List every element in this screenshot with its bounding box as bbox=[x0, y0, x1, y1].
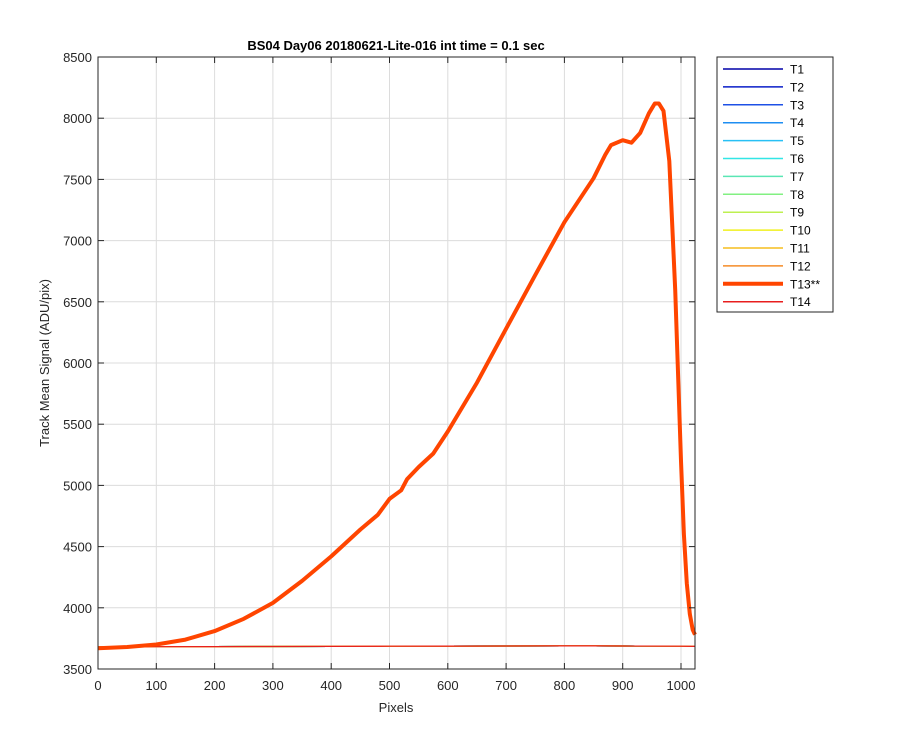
legend-label: T4 bbox=[790, 116, 804, 130]
legend-label: T1 bbox=[790, 63, 804, 77]
x-tick-label: 200 bbox=[204, 678, 226, 693]
axis-ticks: 0 100 200 300 400 500 600 700 800 900 1000 3500 4000… bbox=[63, 50, 695, 693]
legend: T1 T2 T3 T4 T5 T6 T7 T8 T9 T10 T11 T12 T13** T14 bbox=[716, 56, 834, 313]
legend-label: T5 bbox=[790, 134, 804, 148]
chart-title: BS04 Day06 20180621-Lite-016 int time = … bbox=[247, 38, 544, 53]
legend-label: T12 bbox=[790, 259, 811, 273]
legend-label: T2 bbox=[790, 80, 804, 94]
y-axis-label: Track Mean Signal (ADU/pix) bbox=[37, 279, 52, 447]
x-tick-label: 900 bbox=[612, 678, 634, 693]
data-lines bbox=[97, 101, 697, 651]
y-tick-label: 5000 bbox=[63, 478, 92, 493]
x-tick-label: 0 bbox=[94, 678, 101, 693]
legend-label: T13** bbox=[790, 277, 820, 291]
legend-label: T9 bbox=[790, 206, 804, 220]
legend-label: T7 bbox=[790, 170, 804, 184]
x-tick-label: 1000 bbox=[667, 678, 696, 693]
legend-label: T14 bbox=[790, 295, 811, 309]
y-tick-label: 8500 bbox=[63, 50, 92, 65]
y-tick-label: 3500 bbox=[63, 662, 92, 677]
plot-area: 0 100 200 300 400 500 600 700 800 900 1000 3500 4000… bbox=[63, 50, 697, 693]
y-tick-label: 7500 bbox=[63, 172, 92, 187]
legend-label: T8 bbox=[790, 188, 804, 202]
legend-label: T10 bbox=[790, 224, 811, 238]
x-axis-label: Pixels bbox=[379, 700, 414, 715]
legend-label: T11 bbox=[790, 242, 810, 256]
legend-box bbox=[716, 56, 834, 313]
y-tick-label: 6500 bbox=[63, 295, 92, 310]
x-tick-label: 800 bbox=[554, 678, 576, 693]
y-tick-label: 5500 bbox=[63, 417, 92, 432]
y-tick-label: 4500 bbox=[63, 540, 92, 555]
x-tick-label: 500 bbox=[379, 678, 401, 693]
series-line-t14 bbox=[97, 645, 696, 648]
y-tick-label: 7000 bbox=[63, 234, 92, 249]
series-line-t13 bbox=[97, 101, 697, 651]
y-tick-label: 8000 bbox=[63, 111, 92, 126]
x-tick-label: 700 bbox=[495, 678, 517, 693]
x-tick-label: 600 bbox=[437, 678, 459, 693]
x-tick-label: 400 bbox=[320, 678, 342, 693]
y-tick-label: 4000 bbox=[63, 601, 92, 616]
legend-label: T3 bbox=[790, 98, 804, 112]
x-tick-label: 300 bbox=[262, 678, 284, 693]
x-tick-label: 100 bbox=[145, 678, 167, 693]
legend-label: T6 bbox=[790, 152, 804, 166]
y-tick-label: 6000 bbox=[63, 356, 92, 371]
